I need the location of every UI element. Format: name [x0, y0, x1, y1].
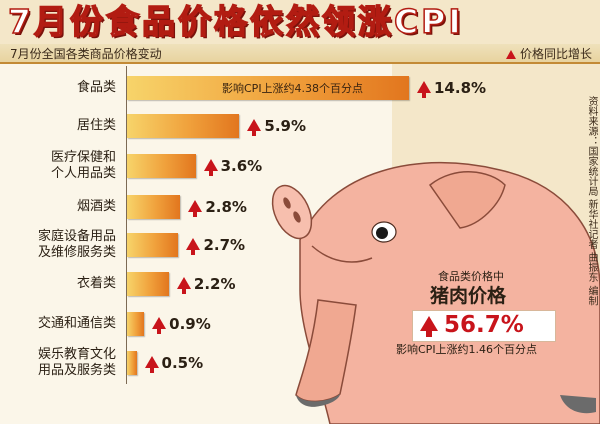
bar	[127, 114, 240, 138]
source-credit: 资料来源：国家统计局 新华社记者 曲振东 编制	[586, 96, 597, 306]
legend-label: 价格同比增长	[519, 47, 592, 61]
bar	[127, 154, 196, 178]
up-arrow-icon	[203, 159, 218, 176]
pig-annotation: 影响CPI上涨约1.46个百分点	[396, 343, 538, 356]
value-label: 5.9%	[247, 117, 307, 136]
value-label: 3.6%	[203, 157, 263, 176]
category-label: 衣着类	[76, 276, 116, 291]
legend: 价格同比增长	[505, 46, 592, 62]
value-text: 2.7%	[203, 236, 246, 254]
page-title: 7月份食品价格依然领涨CPI	[7, 1, 464, 42]
pig-mouth	[311, 245, 373, 263]
value-label: 0.5%	[144, 354, 204, 373]
up-arrow-icon	[188, 200, 203, 217]
value-text: 5.9%	[264, 117, 307, 135]
pig-snout	[271, 184, 313, 240]
pig-nostril	[283, 197, 291, 209]
bar	[127, 272, 169, 296]
up-arrow-icon	[417, 81, 431, 98]
pig-label-big: 猪肉价格	[430, 285, 507, 307]
up-arrow-icon	[186, 238, 201, 255]
category-label: 交通和通信类	[37, 316, 116, 331]
bar	[127, 351, 137, 375]
up-arrow-icon	[420, 316, 438, 337]
value-label: 2.7%	[186, 236, 246, 255]
bar	[127, 76, 409, 100]
pig-hoof	[296, 394, 340, 407]
bar	[127, 233, 179, 257]
value-label: 2.8%	[188, 198, 247, 217]
value-text: 0.9%	[169, 315, 211, 333]
value-text: 2.2%	[193, 275, 236, 293]
pig-nostril	[293, 211, 301, 223]
bar	[127, 312, 145, 336]
pig-ear	[428, 171, 506, 229]
up-arrow-icon	[505, 50, 516, 59]
chart-axis-line	[126, 66, 127, 384]
category-label: 居住类	[76, 118, 116, 133]
pig-value-label: 56.7%	[444, 312, 524, 338]
category-label: 食品类	[76, 80, 116, 95]
value-text: 2.8%	[205, 198, 247, 216]
up-arrow-icon	[152, 317, 167, 334]
pig-label-small: 食品类价格中	[438, 270, 504, 283]
category-label: 娱乐教育文化 用品及服务类	[37, 347, 116, 378]
pig-hoof	[560, 395, 596, 414]
value-label: 2.2%	[176, 275, 236, 294]
up-arrow-icon	[247, 119, 262, 136]
category-label: 烟酒类	[76, 199, 116, 214]
pig-value: 56.7%	[420, 310, 524, 340]
category-label: 医疗保健和 个人用品类	[50, 150, 116, 181]
value-text: 14.8%	[434, 79, 487, 97]
up-arrow-icon	[176, 277, 191, 294]
chart-subtitle: 7月份全国各类商品价格变动	[10, 47, 162, 61]
value-label: 0.9%	[152, 315, 211, 334]
pig-pupil	[376, 227, 388, 239]
food-annotation: 影响CPI上涨约4.38个百分点	[222, 82, 364, 95]
value-text: 0.5%	[161, 354, 204, 372]
up-arrow-icon	[144, 356, 159, 373]
pig-leg	[295, 299, 357, 402]
value-label: 14.8%	[417, 79, 487, 98]
subtitle-bar	[0, 44, 600, 64]
bar	[127, 195, 181, 219]
value-text: 3.6%	[220, 157, 263, 175]
category-label: 家庭设备用品 及维修服务类	[37, 229, 116, 260]
